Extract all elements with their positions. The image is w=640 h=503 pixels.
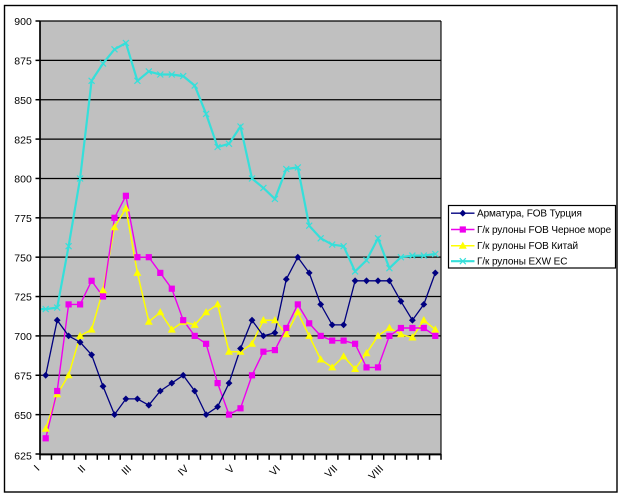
svg-text:625: 625 bbox=[14, 451, 32, 463]
svg-text:I: I bbox=[32, 463, 43, 474]
svg-text:775: 775 bbox=[14, 213, 32, 225]
svg-text:750: 750 bbox=[14, 252, 32, 264]
svg-text:650: 650 bbox=[14, 410, 32, 422]
svg-text:900: 900 bbox=[14, 16, 32, 28]
svg-text:Г/к рулоны FOB Китай: Г/к рулоны FOB Китай bbox=[477, 241, 578, 252]
svg-text:Арматура, FOB Турция: Арматура, FOB Турция bbox=[477, 209, 582, 220]
svg-text:825: 825 bbox=[14, 134, 32, 146]
svg-text:Г/к рулоны EXW ЕС: Г/к рулоны EXW ЕС bbox=[477, 257, 567, 268]
svg-text:850: 850 bbox=[14, 95, 32, 107]
svg-text:675: 675 bbox=[14, 371, 32, 383]
svg-text:700: 700 bbox=[14, 331, 32, 343]
svg-text:800: 800 bbox=[14, 174, 32, 186]
svg-text:Г/к рулоны FOB Черное море: Г/к рулоны FOB Черное море bbox=[477, 225, 612, 236]
svg-text:725: 725 bbox=[14, 292, 32, 304]
svg-text:875: 875 bbox=[14, 56, 32, 68]
